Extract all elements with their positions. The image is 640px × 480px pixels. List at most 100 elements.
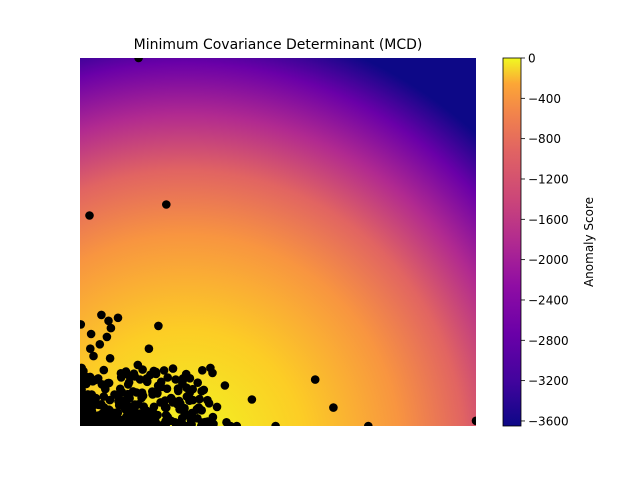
data-point: [471, 416, 476, 426]
cluster-point: [173, 398, 182, 408]
data-point: [179, 407, 189, 416]
data-point: [105, 354, 115, 363]
cluster-point: [114, 419, 123, 426]
cluster-point: [197, 386, 206, 396]
data-point: [129, 369, 139, 379]
data-point: [99, 392, 109, 401]
scatter-points: [80, 58, 476, 426]
data-point: [135, 409, 145, 418]
data-point: [86, 344, 95, 354]
colorbar-tick-label: 0: [528, 52, 536, 66]
cluster-point: [198, 366, 207, 375]
data-point: [194, 403, 204, 412]
data-point: [87, 407, 97, 416]
data-point: [89, 351, 98, 361]
data-point: [115, 399, 124, 409]
data-point: [85, 211, 94, 220]
cluster-point: [130, 400, 140, 409]
data-point: [202, 418, 211, 426]
cluster-point: [146, 370, 155, 380]
data-point: [154, 321, 163, 331]
cluster-point: [93, 374, 103, 383]
colorbar-tick-label: −2400: [528, 293, 569, 307]
data-point: [80, 320, 86, 329]
data-point: [203, 395, 212, 405]
cluster-point: [130, 419, 140, 426]
cluster-point: [94, 400, 103, 410]
data-point: [364, 421, 373, 426]
data-point: [329, 403, 338, 412]
colorbar-ticks: 0 −400 −800 −1200 −1600 −2000 −2400 −2800 −3200 −…: [521, 52, 569, 428]
colorbar-tick-label: −3600: [528, 414, 569, 428]
data-point: [91, 393, 101, 403]
data-point: [99, 365, 109, 375]
cluster-point: [171, 375, 180, 384]
cluster-point: [163, 373, 172, 382]
data-point: [113, 313, 123, 323]
colorbar-tick-label: −1600: [528, 213, 569, 227]
colorbar-tick-label: −400: [528, 92, 561, 106]
data-point: [146, 416, 155, 426]
colorbar-tick-label: −1200: [528, 172, 569, 186]
cluster-point: [144, 408, 153, 417]
chart-title: Minimum Covariance Determinant (MCD): [134, 37, 423, 53]
cluster-point: [87, 400, 97, 409]
cluster-point: [173, 384, 183, 393]
colorbar-tick-label: −2800: [528, 334, 569, 348]
colorbar-tick-label: −2000: [528, 253, 569, 267]
data-point: [99, 410, 109, 420]
data-point: [232, 421, 242, 426]
cluster-point: [168, 364, 178, 373]
cluster-point: [97, 421, 107, 426]
cluster-point: [80, 404, 85, 414]
data-point: [133, 360, 143, 370]
data-point: [97, 310, 106, 320]
data-point: [162, 403, 171, 412]
data-point: [116, 373, 126, 382]
data-point: [103, 379, 112, 388]
colorbar-tick-label: −800: [528, 132, 561, 146]
data-point: [83, 390, 93, 399]
cluster-point: [181, 369, 191, 379]
data-point: [80, 414, 87, 423]
data-point: [212, 402, 222, 412]
cluster-point: [149, 402, 159, 412]
data-point: [134, 58, 143, 63]
data-point: [186, 415, 196, 425]
cluster-point: [161, 417, 170, 426]
cluster-point: [135, 375, 145, 384]
data-point: [220, 381, 230, 390]
anomaly-score-field: [80, 58, 476, 426]
data-point: [170, 418, 180, 426]
data-point: [95, 340, 105, 349]
cluster-point: [137, 388, 147, 398]
data-point: [123, 415, 132, 425]
cluster-point: [80, 392, 85, 402]
data-point: [86, 329, 96, 339]
cluster-point: [148, 387, 157, 396]
cluster-point: [115, 384, 125, 394]
data-point: [128, 387, 138, 396]
cluster-point: [153, 381, 163, 391]
colorbar-label: Anomaly Score: [582, 197, 596, 287]
data-point: [80, 363, 86, 373]
data-point: [144, 344, 154, 354]
cluster-point: [161, 410, 171, 420]
cluster-point: [82, 377, 91, 386]
colorbar-gradient: [502, 57, 522, 427]
data-point: [106, 323, 116, 333]
cluster-point: [80, 421, 88, 426]
data-point: [111, 408, 120, 418]
data-point: [122, 404, 131, 413]
colorbar: 0 −400 −800 −1200 −1600 −2000 −2400 −2800 −3200 −…: [502, 52, 596, 428]
cluster-point: [123, 380, 133, 389]
data-point: [153, 410, 162, 420]
cluster-point: [159, 366, 169, 375]
cluster-point: [193, 378, 202, 388]
data-point: [104, 316, 113, 326]
cluster-point: [206, 363, 215, 373]
cluster-point: [110, 390, 119, 399]
data-point: [271, 421, 280, 426]
data-point: [166, 393, 176, 403]
